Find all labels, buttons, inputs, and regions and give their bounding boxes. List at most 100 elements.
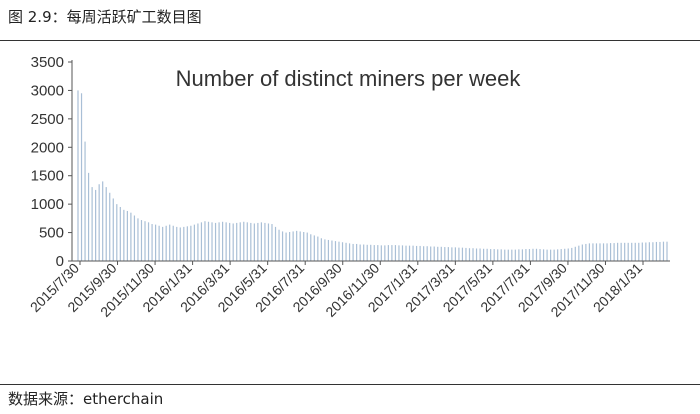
- bar: [137, 218, 139, 261]
- bar: [222, 221, 224, 261]
- bar: [289, 232, 291, 261]
- bar: [394, 245, 397, 261]
- bar: [641, 242, 643, 261]
- bar: [236, 222, 238, 261]
- bar: [645, 242, 647, 261]
- bar: [638, 242, 640, 261]
- bar: [634, 242, 636, 261]
- bar: [627, 242, 629, 261]
- bar: [363, 244, 365, 261]
- y-tick-label: 2000: [31, 139, 64, 156]
- bar: [483, 248, 485, 261]
- bar: [475, 248, 478, 261]
- bar: [271, 224, 273, 261]
- bar: [359, 244, 361, 261]
- bar: [433, 246, 435, 261]
- bar: [648, 242, 650, 261]
- bar: [172, 225, 174, 261]
- bar: [504, 249, 506, 261]
- bar: [278, 229, 280, 261]
- bar: [387, 245, 389, 261]
- bar: [426, 246, 428, 261]
- bar: [165, 225, 167, 261]
- bar: [260, 222, 262, 261]
- bars-group: [77, 90, 668, 262]
- bar: [447, 247, 449, 261]
- bar: [655, 241, 658, 261]
- bar: [303, 232, 305, 261]
- bar: [662, 241, 665, 261]
- bar: [500, 249, 502, 261]
- bar: [204, 221, 206, 261]
- bar: [356, 243, 358, 261]
- bar: [105, 187, 107, 261]
- bar: [352, 243, 354, 261]
- bar: [317, 236, 319, 261]
- bar: [119, 206, 121, 261]
- bar: [331, 240, 333, 261]
- bar: [348, 243, 351, 261]
- bar: [514, 249, 516, 261]
- bar: [229, 222, 231, 261]
- bar: [250, 222, 252, 261]
- bar: [158, 225, 160, 261]
- bar: [423, 246, 425, 261]
- bar: [507, 249, 509, 261]
- bar: [109, 192, 111, 261]
- y-tick-label: 3000: [31, 82, 64, 99]
- bar: [102, 181, 104, 261]
- bar: [578, 245, 580, 261]
- bar: [373, 245, 375, 261]
- bar: [444, 247, 446, 261]
- bar: [130, 212, 132, 261]
- bar: [345, 242, 347, 261]
- bar: [631, 242, 633, 261]
- bar: [334, 241, 337, 261]
- bar: [77, 90, 79, 262]
- bar: [186, 226, 188, 261]
- bar: [140, 220, 143, 261]
- bar: [267, 223, 270, 261]
- bar: [211, 222, 213, 261]
- bar: [243, 221, 245, 261]
- bar: [581, 244, 583, 261]
- bar: [574, 246, 576, 261]
- bar: [539, 249, 541, 261]
- bar: [602, 243, 605, 261]
- bar: [468, 248, 471, 261]
- top-rule: [0, 40, 700, 41]
- bar: [525, 249, 527, 261]
- bar: [193, 224, 195, 261]
- bar: [553, 249, 555, 261]
- bar: [599, 243, 601, 261]
- bar: [412, 245, 414, 261]
- bar: [617, 242, 619, 261]
- bar: [652, 242, 654, 261]
- bar: [518, 249, 520, 261]
- bar: [384, 245, 386, 261]
- bar: [190, 225, 192, 261]
- bottom-rule: [0, 384, 700, 385]
- bar: [147, 222, 150, 261]
- chart-title: Number of distinct miners per week: [176, 66, 522, 91]
- bar: [380, 245, 382, 261]
- y-tick-label: 3500: [31, 54, 64, 71]
- figure-caption: 图 2.9：每周活跃矿工数目图: [8, 8, 202, 26]
- bar: [313, 235, 315, 261]
- bar: [486, 248, 488, 261]
- bar: [246, 222, 248, 261]
- bar: [151, 224, 153, 261]
- bar: [588, 243, 591, 261]
- bar: [585, 243, 587, 261]
- bar: [511, 249, 513, 261]
- bar: [200, 222, 203, 261]
- bar: [214, 222, 217, 261]
- bar: [257, 222, 259, 261]
- bar: [207, 221, 210, 261]
- bar: [87, 172, 90, 261]
- bar: [398, 245, 400, 261]
- y-tick-label: 2500: [31, 111, 64, 128]
- bar: [542, 249, 545, 261]
- bar: [465, 247, 467, 261]
- bar: [546, 249, 548, 261]
